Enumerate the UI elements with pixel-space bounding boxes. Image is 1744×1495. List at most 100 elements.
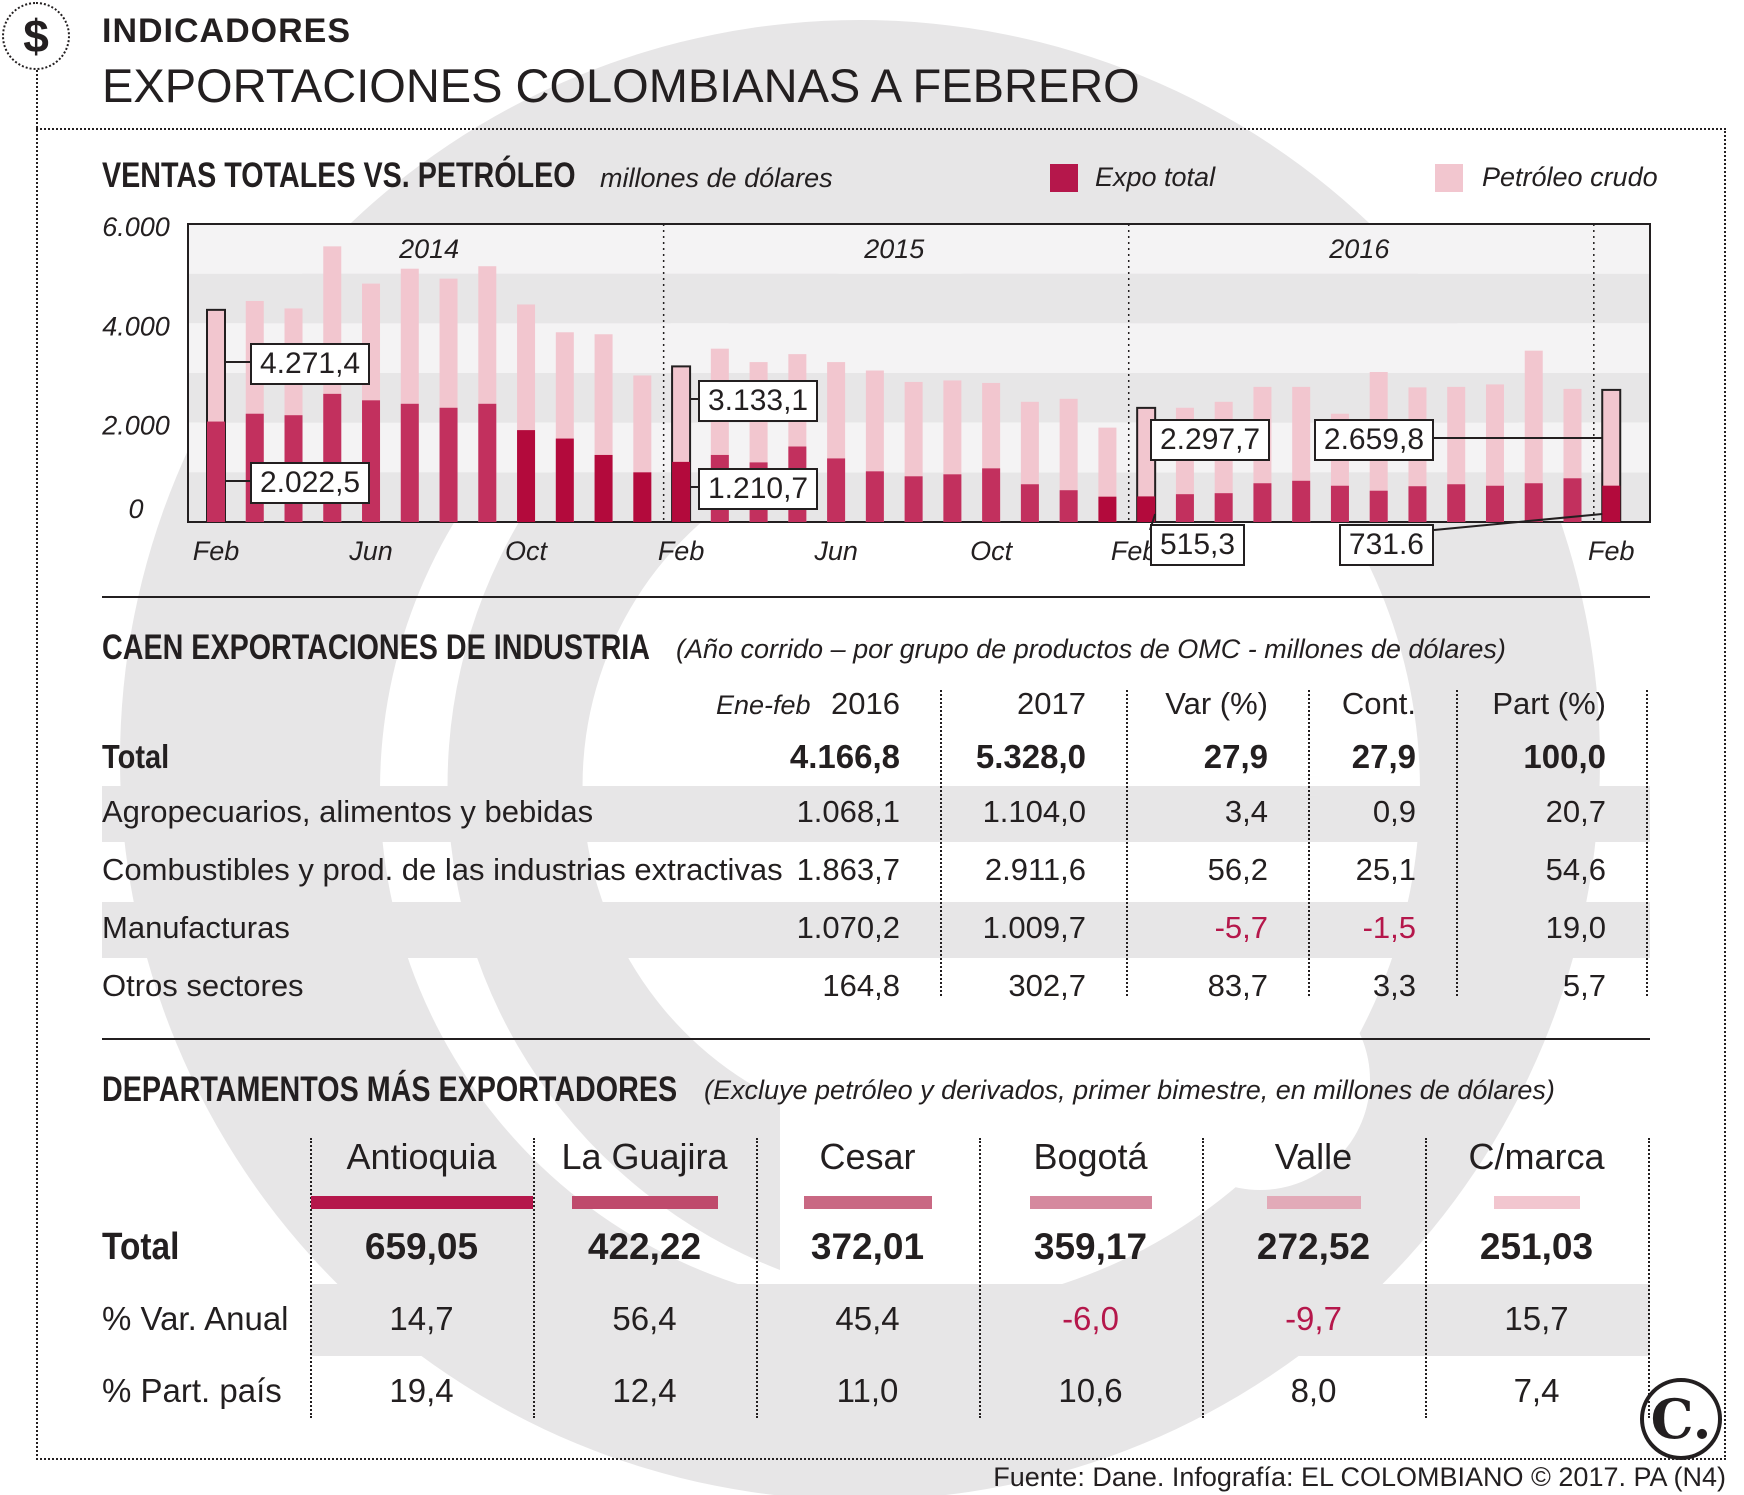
department-var: 56,4 xyxy=(612,1300,677,1337)
column-header-var: Var (%) xyxy=(1165,686,1268,721)
row-label: % Part. país xyxy=(102,1372,282,1409)
frame-border xyxy=(36,128,1726,130)
year-label: 2014 xyxy=(398,234,459,264)
chart-title: VENTAS TOTALES VS. PETRÓLEO xyxy=(102,156,576,195)
section-divider xyxy=(102,1038,1650,1040)
table-cell: 1.009,7 xyxy=(982,910,1086,945)
department-name: Cesar xyxy=(819,1136,916,1177)
department-name: C/marca xyxy=(1468,1136,1605,1177)
bar-petroleo xyxy=(594,454,613,522)
table-cell: -5,7 xyxy=(1214,910,1268,945)
year-label: 2016 xyxy=(1328,234,1390,264)
department-part: 11,0 xyxy=(836,1372,899,1409)
department-swatch xyxy=(1266,1196,1361,1209)
table-cell: 54,6 xyxy=(1545,852,1606,887)
bar-petroleo xyxy=(1020,484,1039,522)
column-header-2017: 2017 xyxy=(1017,686,1086,721)
bar-petroleo xyxy=(1602,485,1621,522)
bar-petroleo xyxy=(439,407,458,522)
column-header-cont: Cont. xyxy=(1341,686,1416,721)
table-cell: -1,5 xyxy=(1362,910,1416,945)
table-title: CAEN EXPORTACIONES DE INDUSTRIA xyxy=(102,628,651,667)
bar-petroleo xyxy=(1292,480,1311,522)
table-row-label: Combustibles y prod. de las industrias e… xyxy=(102,852,783,887)
table-cell: 100,0 xyxy=(1523,738,1606,775)
bar-petroleo xyxy=(1253,483,1272,522)
row-label: Total xyxy=(102,1226,180,1268)
department-part: 8,0 xyxy=(1290,1372,1337,1409)
x-tick-label: Feb xyxy=(658,536,705,566)
x-tick-label: Oct xyxy=(970,536,1014,566)
table-cell: 5,7 xyxy=(1562,968,1606,1003)
grid-band xyxy=(188,224,1650,274)
bar-petroleo xyxy=(1524,483,1543,522)
departments-title: DEPARTAMENTOS MÁS EXPORTADORES xyxy=(102,1070,678,1109)
frame-border xyxy=(36,70,38,1460)
bar-petroleo xyxy=(1175,494,1194,522)
bar-petroleo xyxy=(1369,490,1388,522)
department-name: Valle xyxy=(1274,1136,1353,1177)
data-callout: 2.022,5 xyxy=(250,462,371,504)
department-name: Antioquia xyxy=(346,1136,497,1177)
column-divider xyxy=(940,690,942,996)
y-tick-label: 0 xyxy=(128,494,143,524)
department-swatch xyxy=(571,1196,718,1209)
department-total: 359,17 xyxy=(1033,1226,1148,1267)
bar-petroleo xyxy=(1408,486,1427,522)
table-cell: 27,9 xyxy=(1203,738,1268,775)
x-tick-label: Feb xyxy=(1111,536,1158,566)
legend-label-petroleo: Petróleo crudo xyxy=(1482,162,1658,192)
department-swatch xyxy=(310,1196,533,1209)
department-total: 659,05 xyxy=(364,1226,479,1267)
department-swatch xyxy=(1029,1196,1152,1209)
bar-petroleo xyxy=(1059,490,1078,522)
department-part: 12,4 xyxy=(612,1372,677,1409)
x-tick-label: Oct xyxy=(505,536,549,566)
column-header-part: Part (%) xyxy=(1492,686,1606,721)
table-cell: 4.166,8 xyxy=(789,738,900,775)
row-band xyxy=(102,786,1650,842)
department-swatch xyxy=(1493,1196,1580,1209)
bar-expo-total xyxy=(1524,350,1543,522)
column-header-2016: 2016 xyxy=(831,686,900,721)
row-label: % Var. Anual xyxy=(102,1300,289,1337)
table-cell: 1.070,2 xyxy=(796,910,900,945)
callout-leader xyxy=(1433,513,1603,531)
column-divider xyxy=(979,1138,981,1418)
table-row-label: Manufacturas xyxy=(102,910,290,945)
bar-petroleo xyxy=(1137,496,1156,522)
data-callout: 4.271,4 xyxy=(250,343,371,385)
dollar-glyph: $ xyxy=(23,10,49,62)
bar-petroleo xyxy=(1098,496,1117,522)
department-total: 372,01 xyxy=(810,1226,925,1267)
bar-petroleo xyxy=(1447,484,1466,522)
column-divider xyxy=(533,1138,535,1418)
source-credit: Fuente: Dane. Infografía: EL COLOMBIANO … xyxy=(993,1462,1726,1492)
x-tick-label: Jun xyxy=(813,536,858,566)
table-cell: 3,3 xyxy=(1372,968,1416,1003)
department-part: 7,4 xyxy=(1513,1372,1560,1409)
table-cell: 3,4 xyxy=(1224,794,1268,829)
column-divider xyxy=(1646,690,1648,996)
grid-band xyxy=(188,323,1650,373)
bar-petroleo xyxy=(865,471,884,522)
table-cell: 19,0 xyxy=(1545,910,1606,945)
section-divider xyxy=(102,596,1650,598)
table-cell: 164,8 xyxy=(822,968,900,1003)
chart-units: millones de dólares xyxy=(600,163,833,193)
bar-petroleo xyxy=(1563,478,1582,522)
x-tick-label: Feb xyxy=(1588,536,1635,566)
table-cell: 83,7 xyxy=(1207,968,1268,1003)
data-callout: 731.6 xyxy=(1338,524,1434,566)
column-divider xyxy=(1308,690,1310,996)
kicker: INDICADORES xyxy=(102,12,352,50)
frame-border xyxy=(36,1458,1726,1460)
department-part: 19,4 xyxy=(389,1372,454,1409)
bar-chart: 2014 2015 2016 0 2.000 4.000 6.000 Feb Jun Oct Feb… xyxy=(101,212,1651,566)
dollar-icon: $ xyxy=(2,2,70,70)
column-divider xyxy=(310,1138,312,1418)
table-cell: 1.068,1 xyxy=(796,794,900,829)
bar-petroleo xyxy=(672,461,691,522)
table-cell: 20,7 xyxy=(1545,794,1606,829)
table-row-label: Total xyxy=(102,738,170,775)
